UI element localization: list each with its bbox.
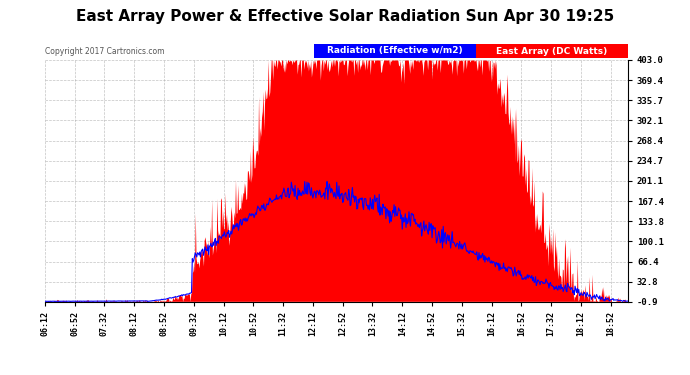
Text: East Array Power & Effective Solar Radiation Sun Apr 30 19:25: East Array Power & Effective Solar Radia… xyxy=(76,9,614,24)
Text: Copyright 2017 Cartronics.com: Copyright 2017 Cartronics.com xyxy=(45,47,164,56)
Text: East Array (DC Watts): East Array (DC Watts) xyxy=(496,46,608,56)
Text: Radiation (Effective w/m2): Radiation (Effective w/m2) xyxy=(327,46,463,56)
